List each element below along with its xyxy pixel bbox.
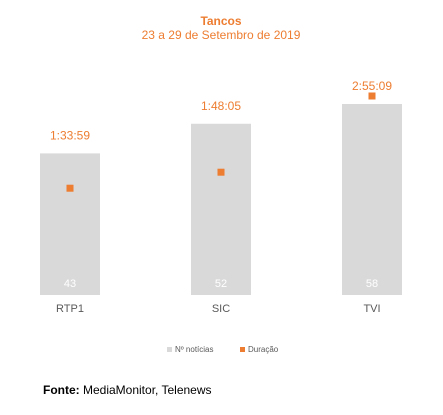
source-text: MediaMonitor, Telenews	[79, 383, 212, 397]
bar-tvi	[342, 104, 402, 295]
bar-sic	[191, 123, 251, 295]
chart-subtitle: 23 a 29 de Setembro de 2019	[142, 28, 301, 42]
bar-value-label: 52	[215, 278, 227, 290]
x-tick-label: TVI	[363, 303, 380, 315]
source-note: Fonte: MediaMonitor, Telenews	[43, 383, 212, 397]
legend-label-duracao: Duração	[248, 345, 279, 354]
duration-marker	[217, 168, 225, 176]
duration-marker	[66, 184, 74, 192]
x-tick-label: RTP1	[56, 303, 84, 315]
duration-label: 2:55:09	[352, 79, 392, 93]
bar-value-label: 43	[64, 278, 76, 290]
legend-swatch-duracao	[240, 347, 245, 352]
chart-title: Tancos	[200, 14, 241, 28]
bars-layer: 43 1:33:59 RTP1 52 1:48:05 SIC 58 2:55:09 TVI	[40, 79, 402, 315]
bar-value-label: 58	[366, 278, 378, 290]
duration-label: 1:48:05	[201, 99, 241, 113]
duration-marker	[368, 92, 376, 100]
bar-rtp1	[40, 153, 100, 295]
legend-label-noticias: Nº notícias	[175, 345, 214, 354]
legend: Nº notícias Duração	[167, 345, 279, 354]
source-label: Fonte:	[43, 383, 80, 397]
x-tick-label: SIC	[212, 303, 230, 315]
duration-label: 1:33:59	[50, 128, 90, 142]
legend-swatch-noticias	[167, 347, 172, 352]
